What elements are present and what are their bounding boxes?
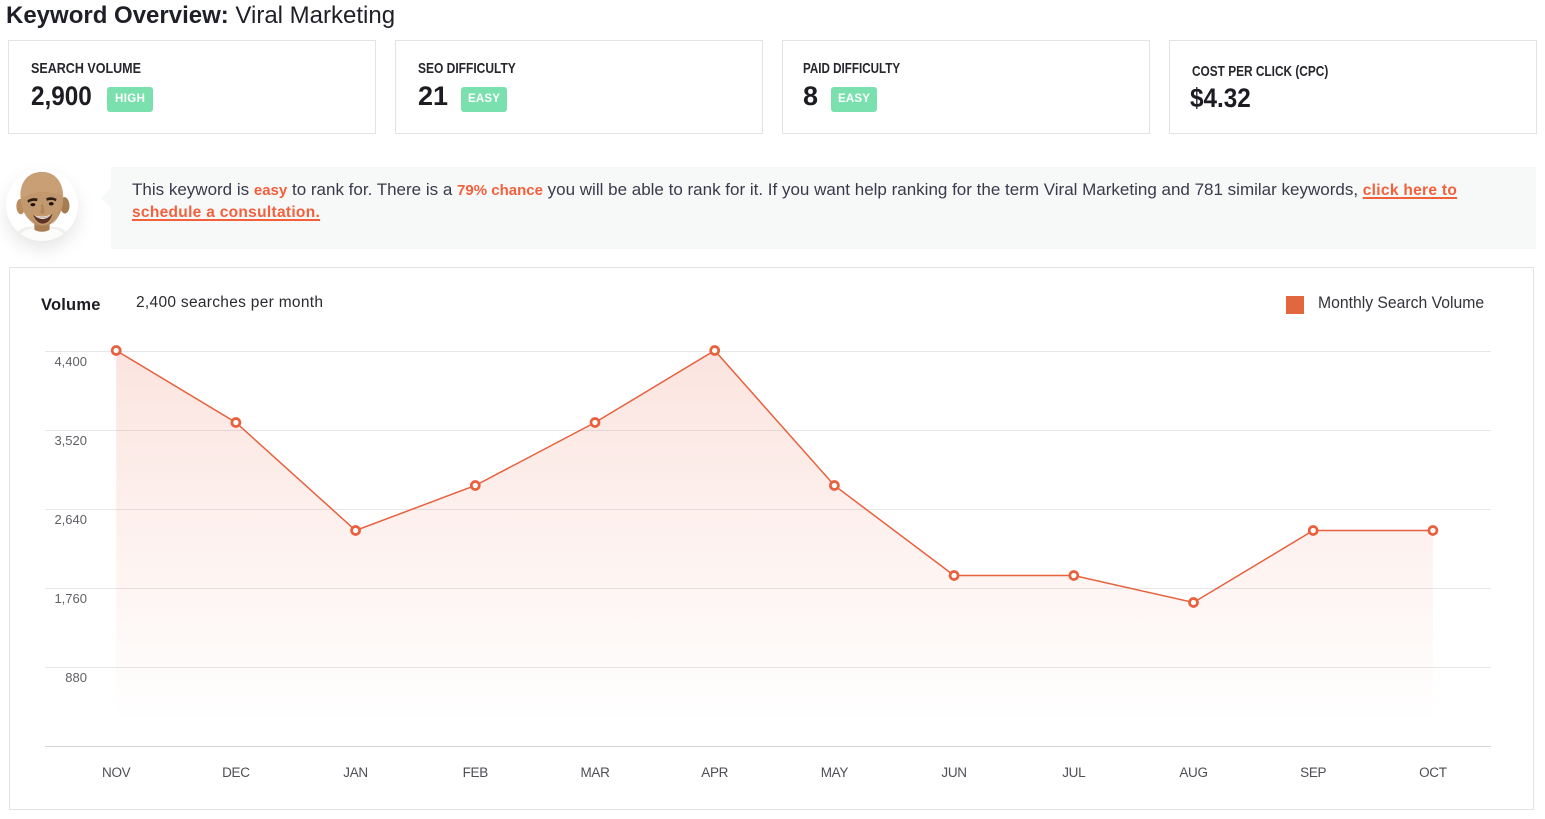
svg-text:4,400: 4,400 [54,354,87,369]
svg-text:JUL: JUL [1062,765,1086,780]
svg-text:JUN: JUN [941,765,966,780]
svg-text:880: 880 [65,670,87,685]
svg-text:1,760: 1,760 [54,591,87,606]
svg-text:2,640: 2,640 [54,512,87,527]
svg-text:AUG: AUG [1179,765,1207,780]
svg-text:MAY: MAY [821,765,849,780]
svg-text:APR: APR [701,765,728,780]
svg-text:JAN: JAN [343,765,368,780]
svg-text:SEP: SEP [1300,765,1326,780]
svg-text:FEB: FEB [463,765,489,780]
svg-text:OCT: OCT [1419,765,1447,780]
svg-text:DEC: DEC [222,765,250,780]
svg-text:NOV: NOV [102,765,131,780]
svg-text:MAR: MAR [580,765,610,780]
svg-text:3,520: 3,520 [54,433,87,448]
